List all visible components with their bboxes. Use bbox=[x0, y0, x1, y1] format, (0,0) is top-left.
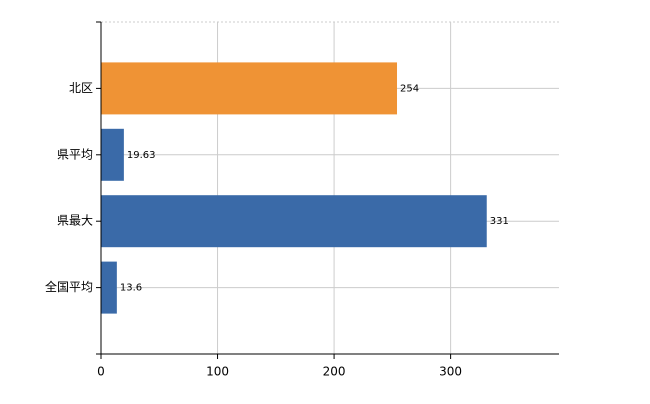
y-tick-label: 県平均 bbox=[57, 147, 93, 161]
value-label: 331 bbox=[490, 216, 509, 227]
y-tick-label: 北区 bbox=[69, 81, 93, 95]
bar bbox=[101, 261, 117, 314]
y-tick-label: 県最大 bbox=[57, 214, 93, 228]
x-tick-label: 100 bbox=[206, 365, 229, 379]
value-label: 13.6 bbox=[120, 283, 142, 294]
x-tick-label: 0 bbox=[97, 365, 105, 379]
bar bbox=[101, 62, 398, 115]
value-label: 19.63 bbox=[127, 150, 156, 161]
y-tick-label: 全国平均 bbox=[45, 279, 93, 294]
bar bbox=[101, 128, 124, 181]
bar bbox=[101, 195, 487, 248]
value-label: 254 bbox=[400, 83, 419, 94]
x-tick-label: 200 bbox=[323, 365, 346, 379]
x-tick-label: 300 bbox=[439, 365, 462, 379]
